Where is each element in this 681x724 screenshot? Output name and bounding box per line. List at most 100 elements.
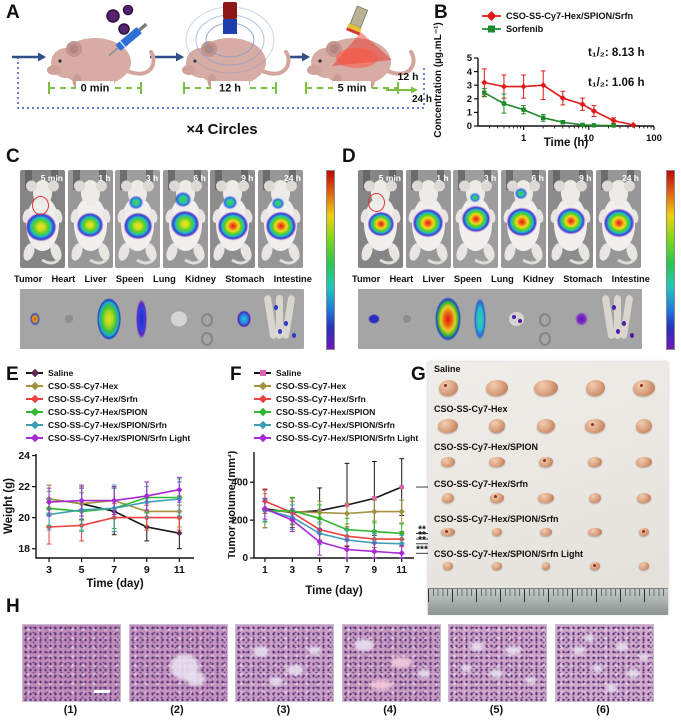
fluorescence-blob xyxy=(556,207,585,235)
organ-tumor xyxy=(367,314,380,324)
mouse-image: 24 h xyxy=(596,170,641,268)
nanoparticle-icon xyxy=(106,9,120,23)
panel-c: C 5 min 1 h 3 h 6 h 9 h 24 h Tumor Heart Liver S… xyxy=(2,146,340,362)
legend-swatch xyxy=(254,433,271,443)
timeline-label: 12 h xyxy=(219,83,241,95)
legend-marker xyxy=(30,369,39,378)
legend-label: CSO-SS-Cy7-Hex xyxy=(276,381,347,392)
data-marker xyxy=(610,117,617,124)
group-label: CSO-SS-Cy7-Hex/Srfn xyxy=(434,479,529,489)
mouse-image: 6 h xyxy=(162,170,208,268)
organ-stomach xyxy=(575,312,589,326)
histology-caption: (3) xyxy=(276,704,291,716)
panel-f: F Saline CSO-SS-Cy7-Hex CSO-SS-Cy7-Hex/Srf… xyxy=(228,362,456,600)
legend-label: CSO-SS-Cy7-Hex/Srfn xyxy=(276,394,366,405)
legend-item: CSO-SS-Cy7-Hex xyxy=(26,380,190,393)
legend-marker xyxy=(488,25,495,33)
y-tick-label: 0 xyxy=(242,553,248,564)
organ-heart xyxy=(403,315,412,323)
fluorescence-blob xyxy=(367,211,394,237)
mouse-image: 1 h xyxy=(67,170,113,268)
data-marker xyxy=(111,497,118,504)
legend-marker xyxy=(30,407,39,417)
time-label: 5 min xyxy=(40,173,63,183)
x-axis-label: Time (h) xyxy=(544,137,589,149)
tumor-sample xyxy=(488,456,506,468)
legend-f: Saline CSO-SS-Cy7-Hex CSO-SS-Cy7-Hex/Srfn C… xyxy=(254,367,418,444)
tumor-sample xyxy=(491,527,503,537)
timeline-label: 5 min xyxy=(338,83,367,95)
fluorescence-blob xyxy=(123,212,152,240)
colorbar-d xyxy=(666,170,675,350)
legend-marker xyxy=(30,433,39,443)
data-marker xyxy=(398,508,405,515)
group-label: CSO-SS-Cy7-Hex xyxy=(434,404,508,414)
histology-caption: (2) xyxy=(170,704,184,716)
mouse-image: 9 h xyxy=(548,170,594,268)
legend-swatch xyxy=(26,382,43,391)
data-marker xyxy=(399,484,404,490)
panel-a: A 0 min 12 h 5 min 12 h 24 h ×4 Circles xyxy=(0,0,432,148)
organ-tumor xyxy=(29,312,40,326)
syringe-icon xyxy=(108,22,148,57)
series-line xyxy=(264,500,402,540)
legend-swatch xyxy=(254,382,271,391)
legend-marker xyxy=(258,420,267,430)
scale-bar xyxy=(94,690,110,693)
legend-swatch xyxy=(254,369,271,377)
tumor-volume-chart: 0 200 400 1 3 5 7 9 11 Time (day) Tumor volume (mm… xyxy=(228,450,431,597)
fluorescence-blob xyxy=(461,205,490,233)
organ-label: Lung xyxy=(491,274,514,284)
legend-marker xyxy=(30,382,39,391)
pharmacokinetics-chart: 0 1 2 3 4 5 1 10 100 Time (h) Concentration (µg.mL… xyxy=(433,11,662,149)
organ-label: Kidney xyxy=(522,274,554,284)
x-tick-label: 11 xyxy=(174,564,185,576)
data-marker xyxy=(630,121,637,129)
data-marker xyxy=(78,497,85,504)
organ-label: Liver xyxy=(84,274,107,284)
tumor-sample xyxy=(584,419,606,433)
group-label: Saline xyxy=(434,364,461,374)
series-1 xyxy=(481,88,616,128)
tumor-sample xyxy=(441,492,455,504)
organ-label: Liver xyxy=(422,274,445,284)
fluorescence-blob xyxy=(272,197,285,209)
time-label: 3 h xyxy=(145,173,159,183)
tumor-sample xyxy=(490,492,504,504)
legend-swatch xyxy=(26,407,43,417)
legend-item: CSO-SS-Cy7-Hex/SPION/Srfn Light xyxy=(26,431,190,444)
series-5 xyxy=(45,476,183,517)
data-marker xyxy=(316,515,323,522)
histology-image xyxy=(448,624,547,702)
time-label: 6 h xyxy=(531,173,544,183)
data-marker xyxy=(343,510,351,517)
histology-image xyxy=(22,624,121,702)
legend-label: CSO-SS-Cy7-Hex/SPION/Srfn xyxy=(506,11,634,21)
data-marker xyxy=(176,530,183,537)
legend-marker xyxy=(259,370,266,377)
organ-label: Intestine xyxy=(611,274,650,284)
after-label: 12 h xyxy=(397,71,418,83)
y-tick-label: 20 xyxy=(18,512,30,524)
histology-caption: (5) xyxy=(489,704,504,716)
x-tick-label: 5 xyxy=(79,564,85,576)
organ-spleen xyxy=(136,299,148,339)
tumor-sample xyxy=(441,527,455,537)
panel-a-label: A xyxy=(6,2,20,23)
series-2 xyxy=(261,488,405,549)
legend-item: CSO-SS-Cy7-Hex/SPION xyxy=(26,406,190,419)
tumor-site-marker xyxy=(368,193,385,213)
mouse-image: 3 h xyxy=(453,170,499,268)
y-tick-label: 2 xyxy=(467,94,472,105)
organ-strip-d xyxy=(358,289,642,349)
organ-lung xyxy=(508,312,524,326)
x-tick-label: 5 xyxy=(317,565,323,576)
y-tick-label: 3 xyxy=(467,80,472,91)
legend-item: CSO-SS-Cy7-Hex/SPION/Srfn xyxy=(26,419,190,432)
tumor-sample xyxy=(491,562,503,570)
series-line xyxy=(264,508,402,545)
tumor-sample xyxy=(437,419,459,433)
legend-label: Sorfenib xyxy=(506,24,544,34)
fluorescence-blob xyxy=(515,187,528,200)
